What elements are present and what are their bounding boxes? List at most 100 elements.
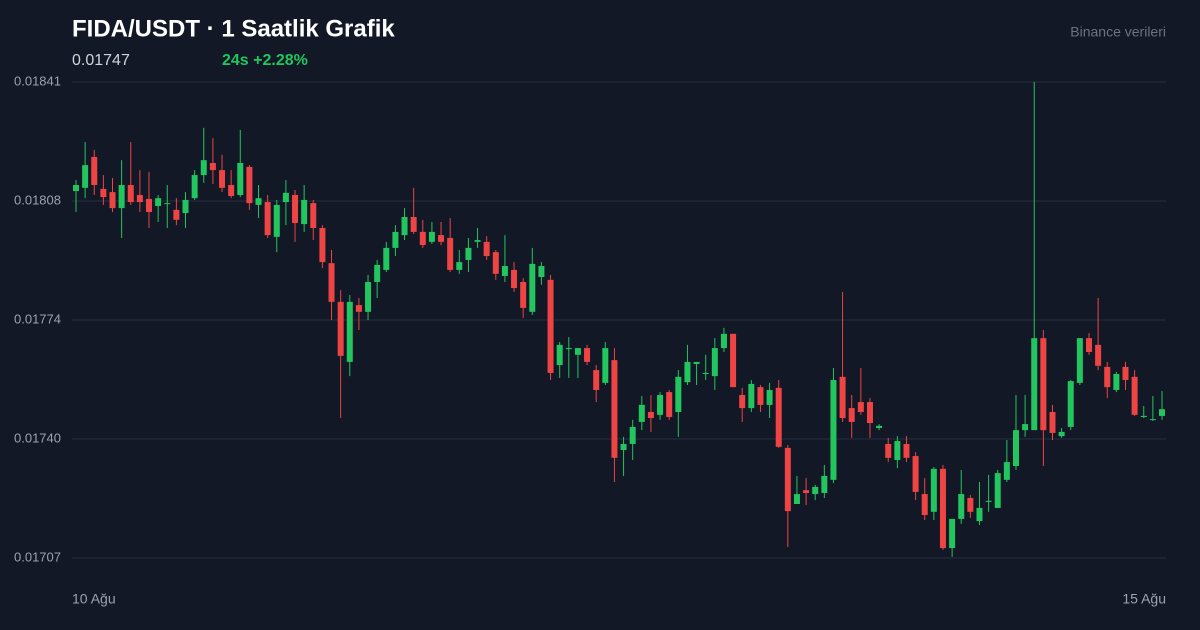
source: Binance verileri xyxy=(1070,24,1166,40)
candle-body xyxy=(857,402,864,413)
candle-body xyxy=(447,237,454,270)
candle-body xyxy=(410,216,417,232)
candle-body xyxy=(228,185,235,197)
candle-body xyxy=(182,199,189,214)
candle-body xyxy=(1067,381,1074,427)
y-tick-label: 0.01841 xyxy=(14,73,61,88)
price: 0.01747 xyxy=(72,52,130,69)
candle-body xyxy=(620,443,627,451)
candle-body xyxy=(766,389,773,405)
candle-body xyxy=(538,266,545,278)
candle-body xyxy=(1022,424,1029,431)
candle-body xyxy=(657,394,664,415)
candle-body xyxy=(146,198,153,213)
candles xyxy=(73,82,1165,557)
candle-body xyxy=(967,497,974,512)
candle-body xyxy=(830,380,837,480)
candle-body xyxy=(921,494,928,516)
candle-body xyxy=(693,361,700,365)
candle-body xyxy=(483,241,490,257)
chart-title: FIDA/USDT · 1 Saatlik Grafik xyxy=(72,15,395,42)
change: 24s +2.28% xyxy=(222,52,308,69)
candle-body xyxy=(255,198,262,205)
candle-body xyxy=(246,166,253,204)
candle-body xyxy=(675,376,682,413)
y-tick-label: 0.01707 xyxy=(14,549,61,564)
candle-body xyxy=(401,216,408,236)
candle-body xyxy=(219,170,226,188)
candle-body xyxy=(666,392,673,417)
candle-body xyxy=(1140,415,1147,417)
candle-body xyxy=(894,441,901,460)
candle-body xyxy=(191,175,198,199)
candle-body xyxy=(638,404,645,422)
candle-body xyxy=(702,372,709,374)
candle-body xyxy=(310,203,317,228)
candle-body xyxy=(958,494,965,519)
candle-body xyxy=(1159,409,1165,416)
candle-body xyxy=(556,344,563,366)
candle-body xyxy=(73,185,79,192)
candle-body xyxy=(876,425,883,428)
candle-body xyxy=(520,281,527,308)
candle-body xyxy=(118,185,125,209)
candle-body xyxy=(994,473,1001,508)
candle-body xyxy=(319,227,326,263)
candle-body xyxy=(465,247,472,260)
candle-body xyxy=(793,494,800,505)
candle-body xyxy=(237,162,244,195)
candle-body xyxy=(885,443,892,458)
candle-body xyxy=(775,387,782,447)
candle-body xyxy=(346,301,353,362)
candle-body xyxy=(574,348,581,355)
candle-body xyxy=(1149,419,1156,421)
candle-body xyxy=(1012,430,1019,466)
candle-body xyxy=(501,266,508,276)
candle-body xyxy=(456,262,463,270)
candle-body xyxy=(720,333,727,349)
candle-body xyxy=(1031,338,1038,431)
candle-body xyxy=(155,198,162,206)
candle-body xyxy=(355,305,362,312)
candle-body xyxy=(374,264,381,282)
candle-body xyxy=(492,252,499,274)
candle-body xyxy=(584,348,591,362)
x-tick-label: 15 Ağu xyxy=(1122,591,1166,607)
candle-body xyxy=(337,301,344,356)
candle-body xyxy=(939,468,946,549)
candle-body xyxy=(912,456,919,492)
candle-body xyxy=(739,394,746,409)
candle-body xyxy=(1040,338,1047,431)
candle-body xyxy=(428,231,435,242)
candle-body xyxy=(748,383,755,409)
candle-body xyxy=(91,156,98,186)
candle-body xyxy=(903,443,910,458)
candle-body xyxy=(930,468,937,512)
candle-body xyxy=(976,507,983,522)
candle-body xyxy=(1095,344,1102,366)
y-tick-label: 0.01740 xyxy=(14,430,61,445)
candle-body xyxy=(803,490,810,493)
candle-body xyxy=(136,194,143,203)
candle-body xyxy=(164,203,171,205)
candle-body xyxy=(209,162,216,171)
candle-body xyxy=(611,360,618,458)
candle-body xyxy=(629,426,636,444)
candle-body xyxy=(547,279,554,373)
candle-body xyxy=(474,240,481,242)
candle-body xyxy=(565,348,572,350)
candle-body xyxy=(1076,338,1083,383)
candle-body xyxy=(392,231,399,248)
candle-body xyxy=(1085,338,1092,352)
candle-body xyxy=(985,500,992,502)
candle-body xyxy=(848,408,855,422)
candle-body xyxy=(839,376,846,419)
candle-body xyxy=(757,387,764,405)
candle-body xyxy=(301,199,308,225)
candle-body xyxy=(109,192,116,209)
candle-body xyxy=(292,194,299,224)
candle-body xyxy=(711,348,718,377)
